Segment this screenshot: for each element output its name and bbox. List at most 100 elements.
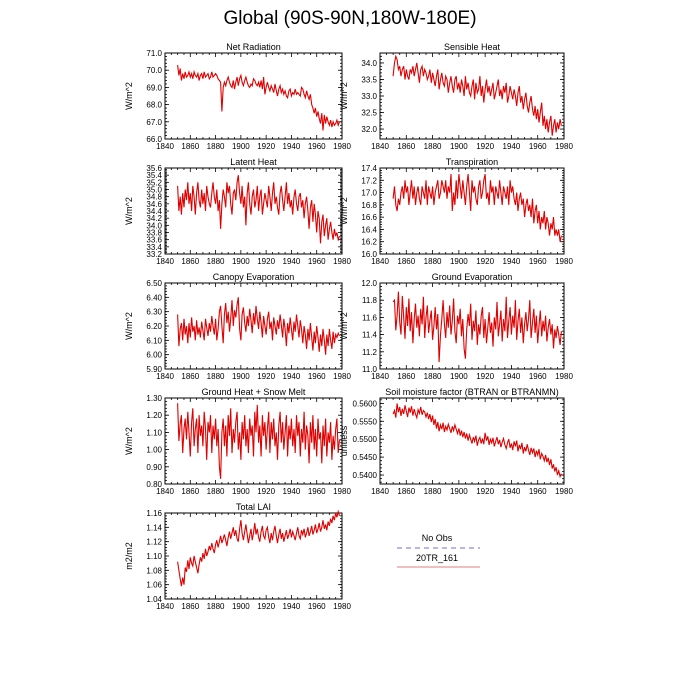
x-tick-label: 1940 xyxy=(503,487,521,496)
x-tick-label: 1920 xyxy=(257,602,275,611)
x-tick-label: 1840 xyxy=(156,142,174,151)
y-axis-label: W/m^2 xyxy=(124,82,134,110)
y-tick-label: 70.0 xyxy=(146,66,162,75)
y-tick-label: 0.80 xyxy=(146,480,162,489)
x-tick-label: 1840 xyxy=(371,487,389,496)
panel-title: Ground Heat + Snow Melt xyxy=(202,387,306,397)
panel-sensible-heat: 1840 1860 1880 1900 1920 1940 1960 1980 32.0 32.5… xyxy=(339,42,573,151)
legend: No Obs 20TR_161 xyxy=(397,533,480,568)
x-tick-label: 1960 xyxy=(308,142,326,151)
panel-title: Total LAI xyxy=(236,502,271,512)
y-tick-label: 11.6 xyxy=(362,313,378,322)
x-tick-label: 1880 xyxy=(207,372,225,381)
x-tick-label: 1900 xyxy=(450,372,468,381)
y-tick-label: 11.4 xyxy=(362,331,378,340)
y-tick-label: 33.2 xyxy=(146,250,162,259)
y-tick-label: 35.6 xyxy=(146,164,162,173)
x-tick-label: 1940 xyxy=(283,487,301,496)
y-tick-label: 33.0 xyxy=(361,92,377,101)
y-tick-label: 35.2 xyxy=(146,178,162,187)
panel-ground-evaporation: 1840 1860 1880 1900 1920 1940 1960 1980 11.0 11.2… xyxy=(339,272,573,381)
y-tick-label: 1.00 xyxy=(146,446,162,455)
plot-frame xyxy=(164,52,343,140)
y-tick-label: 12.0 xyxy=(361,279,377,288)
legend-label-no-obs: No Obs xyxy=(422,533,453,543)
x-tick-label: 1880 xyxy=(207,257,225,266)
x-tick-label: 1940 xyxy=(283,602,301,611)
y-tick-label: 6.00 xyxy=(146,351,162,360)
x-tick-label: 1900 xyxy=(232,372,250,381)
y-tick-label: 17.0 xyxy=(361,189,377,198)
y-tick-label: 0.5450 xyxy=(353,453,378,462)
x-tick-label: 1980 xyxy=(333,142,351,151)
x-tick-label: 1980 xyxy=(555,487,573,496)
x-tick-label: 1880 xyxy=(424,257,442,266)
x-tick-label: 1880 xyxy=(207,602,225,611)
x-tick-label: 1840 xyxy=(156,602,174,611)
y-tick-label: 1.16 xyxy=(146,509,162,518)
y-tick-label: 69.0 xyxy=(146,83,162,92)
x-tick-label: 1860 xyxy=(397,487,415,496)
y-tick-label: 6.20 xyxy=(146,322,162,331)
x-tick-label: 1920 xyxy=(476,487,494,496)
x-tick-label: 1840 xyxy=(156,372,174,381)
y-tick-label: 0.5500 xyxy=(353,435,378,444)
y-tick-label: 34.2 xyxy=(146,214,162,223)
series-line-20tr-161 xyxy=(177,297,340,355)
y-tick-label: 0.5600 xyxy=(353,399,378,408)
x-tick-label: 1980 xyxy=(555,142,573,151)
x-tick-label: 1980 xyxy=(555,257,573,266)
y-axis-label: unitless xyxy=(339,425,349,456)
panel-total-lai: 1840 1860 1880 1900 1920 1940 1960 1980 1.04 1.06… xyxy=(124,502,351,611)
x-tick-label: 1840 xyxy=(156,257,174,266)
x-tick-label: 1980 xyxy=(333,257,351,266)
y-tick-label: 17.4 xyxy=(361,164,377,173)
y-tick-label: 1.04 xyxy=(146,595,162,604)
y-tick-label: 11.2 xyxy=(362,348,378,357)
x-tick-label: 1860 xyxy=(181,372,199,381)
x-tick-label: 1960 xyxy=(529,142,547,151)
y-tick-label: 1.20 xyxy=(146,411,162,420)
y-tick-label: 32.0 xyxy=(361,125,377,134)
x-tick-label: 1900 xyxy=(232,257,250,266)
y-axis-label: m2/m2 xyxy=(124,542,134,570)
y-tick-label: 16.8 xyxy=(361,201,377,210)
y-tick-label: 16.2 xyxy=(361,238,377,247)
x-tick-label: 1840 xyxy=(371,372,389,381)
x-tick-label: 1900 xyxy=(450,142,468,151)
panel-title: Sensible Heat xyxy=(444,42,501,52)
x-tick-label: 1980 xyxy=(333,487,351,496)
y-tick-label: 34.8 xyxy=(146,193,162,202)
y-tick-label: 16.0 xyxy=(361,250,377,259)
x-tick-label: 1900 xyxy=(232,142,250,151)
panel-soil-moisture-factor-btran-or-btranmn: 1840 1860 1880 1900 1920 1940 1960 1980 0.5400 0.… xyxy=(339,387,573,496)
y-tick-label: 67.0 xyxy=(146,118,162,127)
x-tick-label: 1860 xyxy=(181,257,199,266)
x-tick-label: 1860 xyxy=(181,602,199,611)
y-tick-label: 5.90 xyxy=(146,365,162,374)
panel-title: Soil moisture factor (BTRAN or BTRANMN) xyxy=(385,387,559,397)
x-tick-label: 1920 xyxy=(476,372,494,381)
x-tick-label: 1920 xyxy=(257,487,275,496)
panel-transpiration: 1840 1860 1880 1900 1920 1940 1960 1980 16.0 16.2… xyxy=(339,157,573,266)
x-tick-label: 1840 xyxy=(156,487,174,496)
x-tick-label: 1980 xyxy=(555,372,573,381)
x-tick-label: 1860 xyxy=(397,142,415,151)
x-tick-label: 1860 xyxy=(397,372,415,381)
x-tick-label: 1920 xyxy=(476,257,494,266)
series-line-20tr-161 xyxy=(392,291,562,363)
series-line-20tr-161 xyxy=(177,509,341,587)
y-tick-label: 1.14 xyxy=(146,523,162,532)
x-tick-label: 1980 xyxy=(333,602,351,611)
y-axis-label: W/m^2 xyxy=(339,312,349,340)
panel-net-radiation: 1840 1860 1880 1900 1920 1940 1960 1980 66.0 67.0… xyxy=(124,42,351,151)
series-line-20tr-161 xyxy=(392,173,562,242)
panel-title: Ground Evaporation xyxy=(432,272,513,282)
y-tick-label: 35.0 xyxy=(146,186,162,195)
y-tick-label: 35.4 xyxy=(146,171,162,180)
y-tick-label: 32.5 xyxy=(361,109,377,118)
panels-group: 1840 1860 1880 1900 1920 1940 1960 1980 66.0 67.0… xyxy=(124,42,573,611)
y-tick-label: 11.0 xyxy=(362,365,378,374)
x-tick-label: 1960 xyxy=(308,372,326,381)
x-tick-label: 1960 xyxy=(529,257,547,266)
